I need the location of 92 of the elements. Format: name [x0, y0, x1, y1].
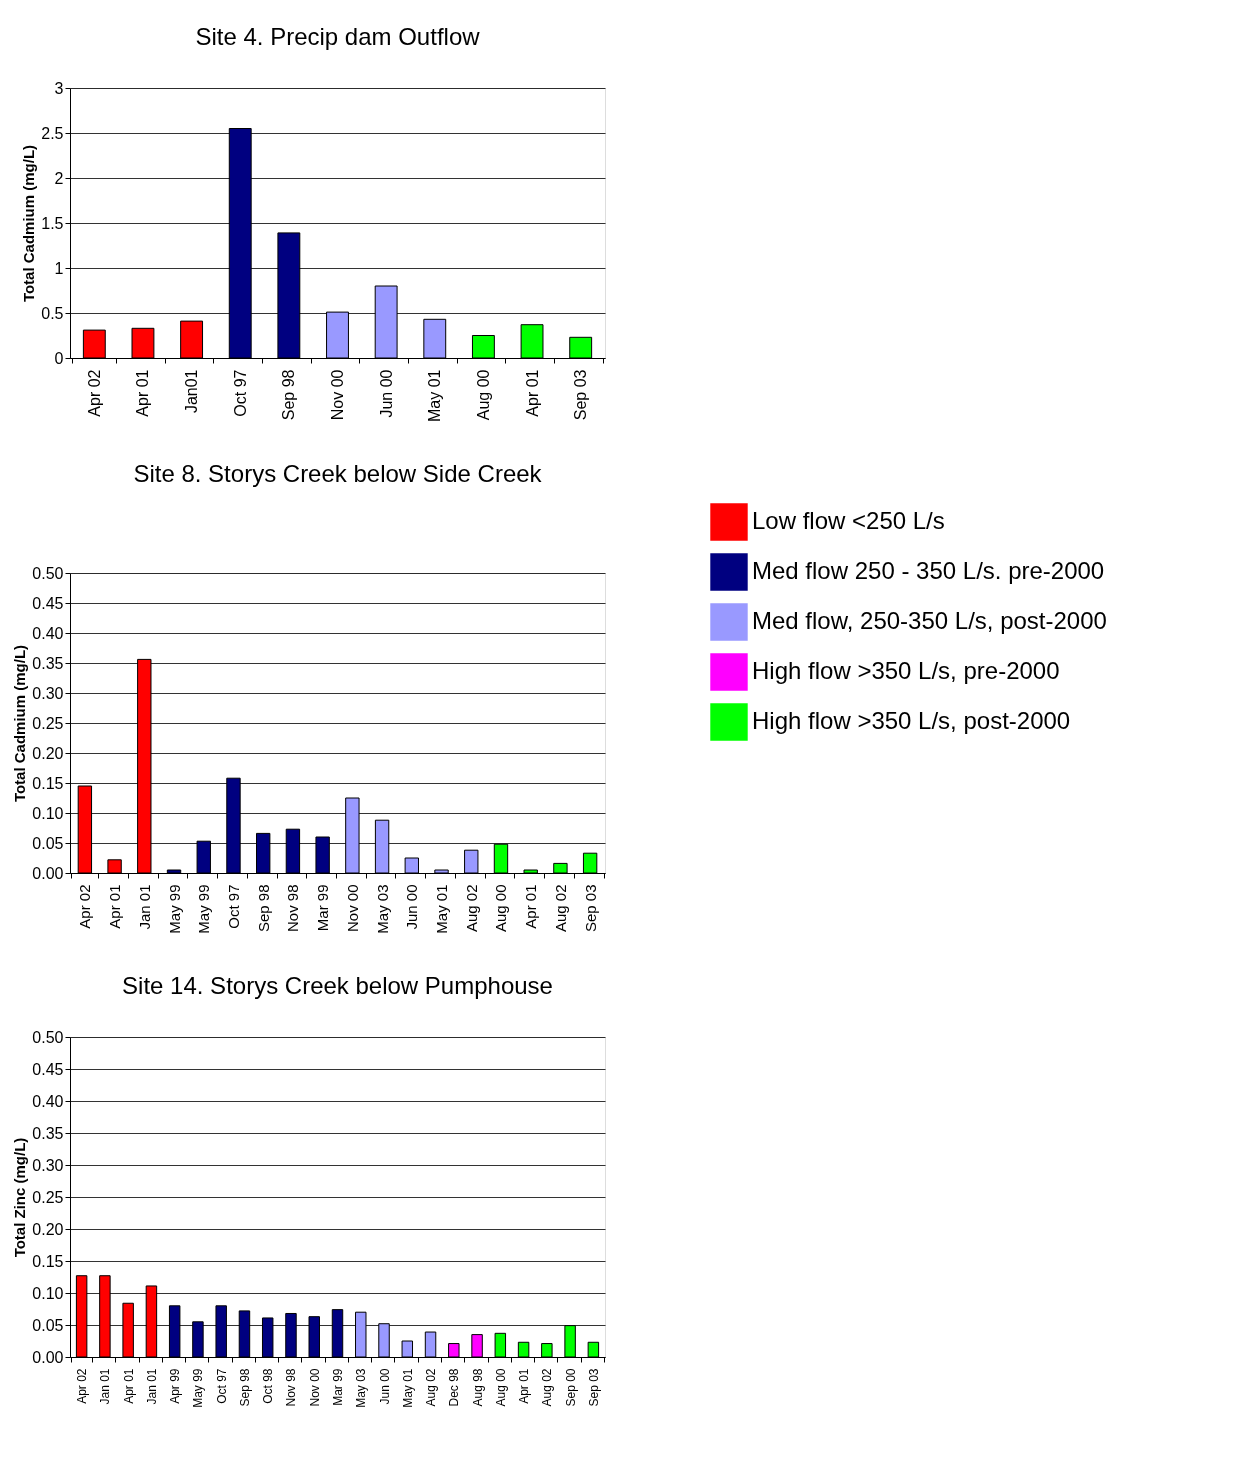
y-tick-label: 0.40	[32, 1092, 64, 1110]
y-tick-label: 2.5	[41, 124, 64, 142]
x-tick-label: Jan 01	[135, 884, 153, 930]
x-tick-label: Apr 01	[121, 1368, 136, 1404]
x-tick-label: Sep 00	[563, 1368, 578, 1407]
y-tick-label: 0.40	[32, 624, 64, 642]
legend-label: High flow >350 L/s, pre-2000	[752, 657, 1060, 684]
y-tick-label: 0.10	[32, 1284, 64, 1302]
x-tick-label: Aug 00	[493, 1368, 508, 1407]
y-tick-label: 0.00	[32, 1348, 64, 1366]
x-tick-label: Sep 98	[280, 369, 298, 421]
x-tick-label: Aug 00	[474, 369, 492, 421]
x-tick-label: Apr 01	[134, 369, 152, 417]
y-tick-label: 0.00	[32, 864, 64, 882]
x-tick-label: Apr 01	[517, 1368, 532, 1404]
x-tick-label: Jan 01	[98, 1368, 113, 1405]
y-tick-label: 1	[54, 259, 64, 277]
x-tick-label: Mar 99	[314, 884, 332, 932]
x-tick-label: Oct 97	[231, 369, 249, 417]
x-tick-label: Aug 02	[540, 1368, 555, 1407]
x-tick-label: Aug 02	[462, 884, 480, 933]
chart-title: Site 4. Precip dam Outflow	[195, 23, 481, 50]
x-tick-label: Aug 02	[424, 1368, 439, 1407]
x-tick-label: Sep 98	[254, 884, 272, 933]
y-tick-label: 0.50	[32, 564, 64, 582]
y-tick-label: 0.25	[32, 1188, 64, 1206]
x-tick-label: Apr 01	[106, 884, 124, 929]
x-tick-label: Sep 03	[581, 884, 599, 933]
y-tick-label: 0	[54, 349, 64, 367]
x-tick-label: Jan01	[183, 369, 201, 414]
x-tick-label: Dec 98	[447, 1368, 462, 1407]
y-axis-title: Total Zinc (mg/L)	[11, 1137, 29, 1258]
x-tick-label: Apr 02	[75, 1368, 90, 1404]
x-tick-label: Aug 02	[551, 884, 569, 933]
x-tick-label: May 01	[426, 369, 444, 422]
y-tick-label: 0.25	[32, 714, 64, 732]
x-tick-label: Jun 00	[377, 369, 395, 418]
legend-label: Med flow 250 - 350 L/s. pre-2000	[752, 557, 1105, 584]
x-tick-label: Jun 00	[377, 1368, 392, 1405]
y-tick-label: 0.20	[32, 744, 64, 762]
y-tick-label: 0.45	[32, 1060, 64, 1078]
y-axis-title: Total Cadmium (mg/L)	[11, 644, 29, 803]
x-tick-label: Apr 02	[76, 884, 94, 929]
x-tick-label: Aug 00	[492, 884, 510, 933]
y-tick-label: 0.45	[32, 594, 64, 612]
x-tick-label: Nov 00	[307, 1368, 322, 1407]
x-tick-label: Nov 98	[284, 884, 302, 933]
x-tick-label: May 99	[165, 884, 183, 934]
x-tick-label: Jan 01	[144, 1368, 159, 1405]
legend-label: Med flow, 250-350 L/s, post-2000	[752, 607, 1107, 634]
x-tick-label: Nov 00	[343, 884, 361, 933]
y-tick-label: 1.5	[41, 214, 64, 232]
y-tick-label: 0.50	[32, 1028, 64, 1046]
y-tick-label: 0.05	[32, 834, 64, 852]
x-tick-label: Sep 98	[237, 1368, 252, 1407]
y-tick-label: 0.30	[32, 684, 64, 702]
legend-label: High flow >350 L/s, post-2000	[752, 707, 1071, 734]
x-tick-label: Aug 98	[470, 1368, 485, 1407]
y-tick-label: 0.30	[32, 1156, 64, 1174]
x-tick-label: Apr 02	[85, 369, 103, 417]
x-tick-label: Nov 00	[329, 369, 346, 421]
x-tick-label: Oct 98	[261, 1368, 276, 1404]
y-tick-label: 0.15	[32, 774, 64, 792]
y-tick-label: 0.20	[32, 1220, 64, 1238]
y-axis-title: Total Cadmium (mg/L)	[20, 144, 38, 303]
x-tick-label: Jun 00	[403, 884, 421, 930]
x-tick-label: Mar 99	[331, 1368, 345, 1406]
y-tick-label: 0.15	[32, 1252, 64, 1270]
x-tick-label: Sep 03	[572, 369, 590, 421]
x-tick-label: Nov 98	[284, 1368, 299, 1407]
x-tick-label: Oct 97	[224, 884, 242, 929]
y-tick-label: 3	[54, 79, 64, 97]
x-tick-label: May 03	[354, 1368, 369, 1408]
y-tick-label: 0.35	[32, 654, 64, 672]
y-tick-label: 0.05	[32, 1316, 64, 1334]
x-tick-label: May 99	[191, 1368, 206, 1408]
y-tick-label: 0.35	[32, 1124, 64, 1142]
y-tick-label: 0.10	[32, 804, 64, 822]
x-tick-label: Apr 01	[522, 884, 540, 929]
chart-title: Site 8. Storys Creek below Side Creek	[133, 460, 543, 487]
legend-label: Low flow <250 L/s	[752, 507, 945, 534]
y-tick-label: 0.5	[41, 304, 64, 322]
x-tick-label: Sep 03	[586, 1368, 601, 1407]
chart-title: Site 14. Storys Creek below Pumphouse	[122, 972, 553, 999]
x-tick-label: May 01	[400, 1368, 415, 1408]
x-tick-label: Apr 01	[523, 369, 541, 417]
y-tick-label: 2	[54, 169, 64, 187]
x-tick-label: Apr 99	[168, 1368, 183, 1404]
x-tick-label: Oct 97	[214, 1368, 229, 1404]
x-tick-label: May 01	[433, 884, 451, 934]
x-tick-label: May 03	[373, 884, 391, 934]
x-tick-label: May 99	[195, 884, 213, 934]
